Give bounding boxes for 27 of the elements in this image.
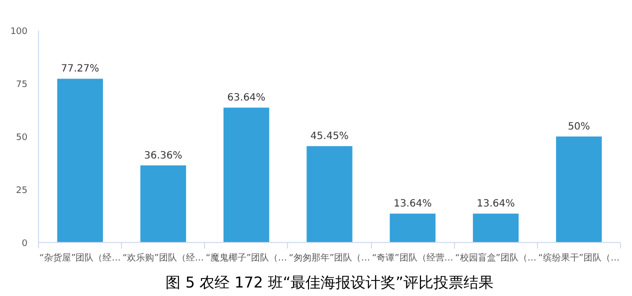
y-tick-label: 25 [16,186,28,196]
x-tick-label: “匆匆那年”团队（… [288,252,370,264]
x-tick-label: “缤纷果干”团队（… [538,252,620,264]
bar [306,146,352,242]
data-label: 77.27% [61,64,100,75]
y-tick-label: 0 [22,239,28,249]
data-label: 13.64% [476,198,515,210]
text: 图 5 农经 172 班“最佳海报设计奖”评比投票结果 [166,274,494,292]
data-label: 13.64% [394,198,432,210]
bar [223,108,270,242]
data-label: 63.64% [227,92,266,104]
data-label: 50% [568,122,590,132]
x-tick-label: “欢乐购”团队（经… [122,252,204,264]
bar [140,165,186,242]
x-tick-label: “魔鬼椰子”团队（… [206,252,288,264]
bar [472,214,519,242]
x-tick-label: “校园盲盒”团队（… [455,252,536,264]
data-label: 45.45% [310,131,349,142]
x-tick-label: “杂货屋”团队（经… [39,252,121,264]
y-tick-label: 100 [10,27,28,37]
data-label: 36.36% [144,150,182,162]
y-tick-label: 75 [16,80,28,90]
bar [556,136,602,242]
y-tick-label: 50 [16,133,28,143]
x-tick-label: “奇谭”团队（经营… [372,252,454,264]
bar [57,78,103,242]
bar [390,214,436,242]
